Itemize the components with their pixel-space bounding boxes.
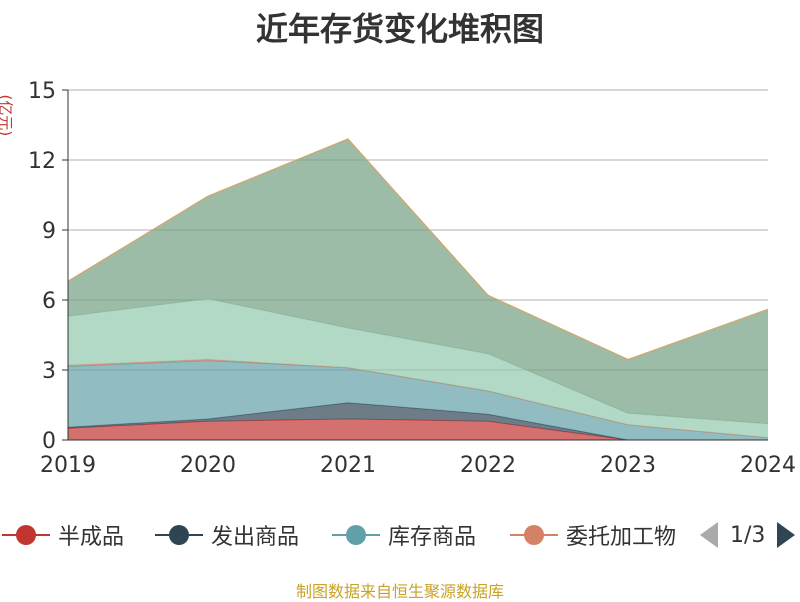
- legend-marker: [155, 515, 203, 555]
- legend-label: 半成品: [58, 525, 125, 550]
- x-tick-label: 2023: [600, 453, 656, 478]
- pager-next-icon[interactable]: [777, 522, 796, 548]
- area-series: [67, 138, 769, 441]
- legend-page-indicator: 1/3: [730, 522, 766, 548]
- y-tick-label: 0: [42, 429, 56, 454]
- area-series-2: [68, 360, 768, 440]
- area-series-1: [68, 402, 768, 440]
- legend-item-consigned-processing[interactable]: 委托加工物: [510, 515, 676, 555]
- legend-label: 库存商品: [388, 525, 477, 550]
- legend-item-finished-goods[interactable]: 库存商品: [332, 515, 476, 555]
- legend-marker: [332, 515, 380, 555]
- legend-label: 发出商品: [211, 525, 300, 550]
- legend: 半成品 发出商品 库存商品 委托加工物: [0, 515, 800, 555]
- chart-title: 近年存货变化堆积图: [255, 10, 544, 48]
- y-tick-label: 12: [28, 149, 56, 174]
- axes: 0 3 6 9 12 15 2019 2020 2021 2022 2023 2024: [28, 79, 796, 478]
- legend-label: 委托加工物: [566, 525, 677, 550]
- x-tick-label: 2022: [460, 453, 516, 478]
- y-axis-unit-label: (亿元): [0, 94, 15, 137]
- legend-marker: [2, 515, 50, 555]
- y-tick-label: 6: [42, 289, 56, 314]
- area-series-4: [68, 298, 768, 438]
- stack-top-line: [67, 138, 769, 361]
- y-tick-label: 3: [42, 359, 56, 384]
- area-series-0: [68, 419, 768, 440]
- area-series-5: [68, 139, 768, 424]
- legend-item-goods-shipped[interactable]: 发出商品: [155, 515, 299, 555]
- legend-pager: 1/3: [700, 517, 796, 553]
- x-tick-label: 2020: [180, 453, 236, 478]
- y-tick-label: 9: [42, 219, 56, 244]
- pager-prev-icon[interactable]: [700, 522, 718, 548]
- x-tick-label: 2019: [40, 453, 96, 478]
- x-tick-label: 2021: [320, 453, 376, 478]
- y-tick-label: 15: [28, 79, 56, 104]
- legend-item-semi-finished[interactable]: 半成品: [2, 515, 124, 555]
- data-source-footer: 制图数据来自恒生聚源数据库: [295, 582, 504, 601]
- legend-marker: [510, 515, 558, 555]
- x-tick-label: 2024: [740, 453, 796, 478]
